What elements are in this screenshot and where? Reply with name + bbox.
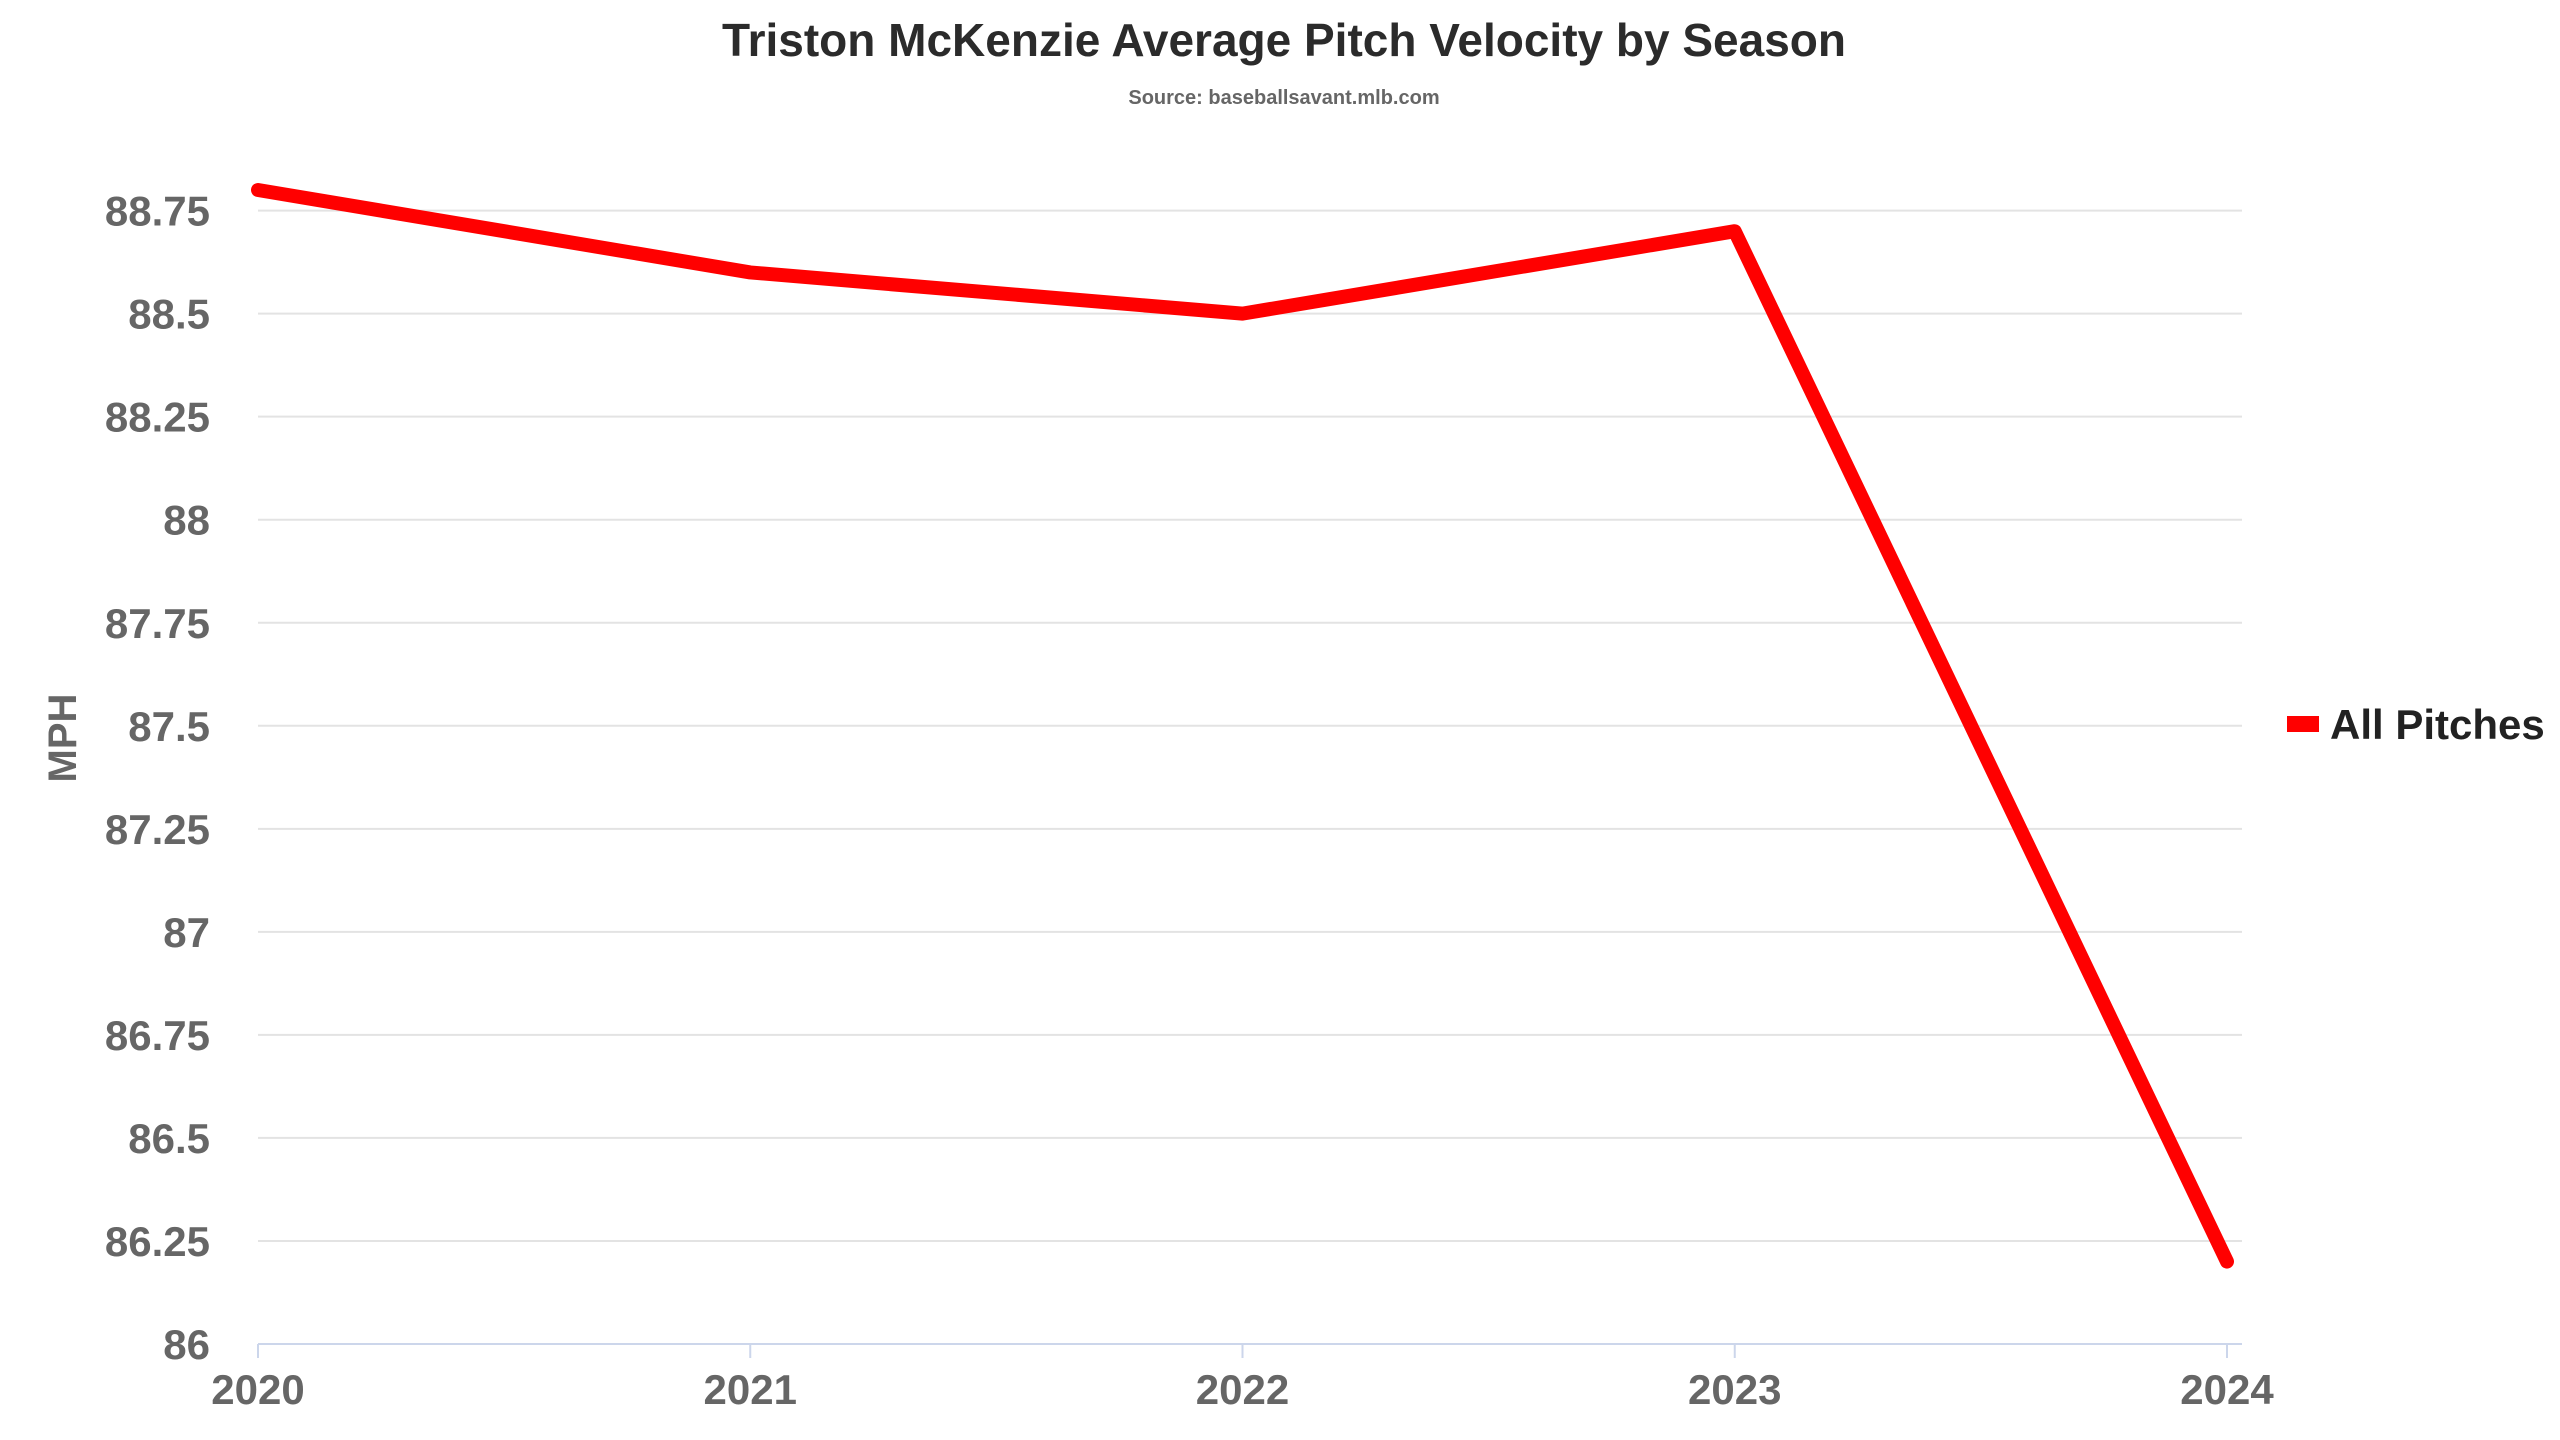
y-tick-label: 86.5 [128,1115,210,1162]
legend-label: All Pitches [2330,701,2545,748]
y-axis-label: MPH [41,694,85,783]
y-tick-label: 88.25 [105,394,210,441]
chart-title: Triston McKenzie Average Pitch Velocity … [722,14,1846,66]
legend-item[interactable]: All Pitches [2287,701,2545,748]
x-tick-label: 2021 [704,1366,797,1413]
y-tick-label: 86.25 [105,1218,210,1265]
chart-subtitle: Source: baseballsavant.mlb.com [1128,87,1439,109]
grid-lines [258,209,2242,1242]
y-tick-label: 87.25 [105,806,210,853]
y-tick-label: 87.5 [128,703,210,750]
x-tick-label: 2022 [1196,1366,1289,1413]
y-tick-label: 87 [163,909,210,956]
x-axis: 2020 2021 2022 2023 2024 [211,1343,2274,1413]
y-tick-label: 86 [163,1321,210,1368]
y-tick-label: 88.5 [128,291,210,338]
y-axis-ticks: 86 86.25 86.5 86.75 87 87.25 87.5 87.75 88 88.25 8… [105,188,210,1368]
legend-swatch [2287,716,2319,732]
y-tick-label: 88.75 [105,188,210,235]
series-lines [251,183,2234,1269]
x-tick-label: 2020 [211,1366,304,1413]
y-tick-label: 87.75 [105,600,210,647]
y-tick-label: 88 [163,497,210,544]
x-tick-label: 2024 [2180,1366,2274,1413]
legend[interactable]: All Pitches [2287,701,2545,748]
x-tick-label: 2023 [1688,1366,1781,1413]
y-tick-label: 86.75 [105,1012,210,1059]
